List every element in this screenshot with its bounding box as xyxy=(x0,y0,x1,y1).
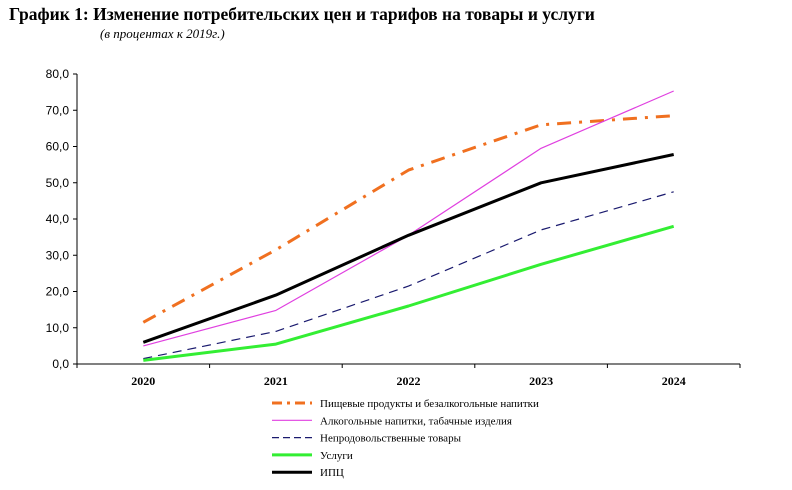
chart-subtitle: (в процентах к 2019г.) xyxy=(100,26,225,41)
y-tick-label: 80,0 xyxy=(46,67,70,81)
x-tick-label: 2024 xyxy=(662,374,686,388)
x-tick-label: 2021 xyxy=(264,374,288,388)
y-tick-label: 70,0 xyxy=(46,103,70,117)
series-line-1 xyxy=(142,114,674,324)
y-tick-label: 40,0 xyxy=(46,212,70,226)
legend-label: Непродовольственные товары xyxy=(320,433,462,445)
y-tick-label: 50,0 xyxy=(46,176,70,190)
y-tick-label: 20,0 xyxy=(46,285,70,299)
legend-label: Услуги xyxy=(320,450,353,462)
axes: 0,0 10,0 20,0 30,0 40,0 50,0 60,0 70,0 80,0 2020 2… xyxy=(46,67,741,388)
y-tick-label: 60,0 xyxy=(46,140,70,154)
legend-label: Пищевые продукты и безалкогольные напитк… xyxy=(320,398,539,410)
series-line-3 xyxy=(143,191,674,360)
series-lines xyxy=(142,90,675,362)
legend-label: ИПЦ xyxy=(320,467,344,479)
series-line-5 xyxy=(142,153,675,344)
x-tick-label: 2022 xyxy=(397,374,421,388)
y-tick-label: 10,0 xyxy=(46,321,70,335)
legend-label: Алкогольные напитки, табачные изделия xyxy=(320,415,512,427)
y-tick-label: 30,0 xyxy=(46,248,70,262)
series-line-2 xyxy=(143,90,674,347)
y-tick-label: 0,0 xyxy=(52,357,69,371)
series-line-4 xyxy=(143,224,675,362)
x-tick-label: 2020 xyxy=(131,374,155,388)
x-tick-label: 2023 xyxy=(529,374,553,388)
chart-title: График 1: Изменение потребительских цен … xyxy=(9,4,595,24)
legend: Пищевые продукты и безалкогольные напитк… xyxy=(272,398,539,479)
